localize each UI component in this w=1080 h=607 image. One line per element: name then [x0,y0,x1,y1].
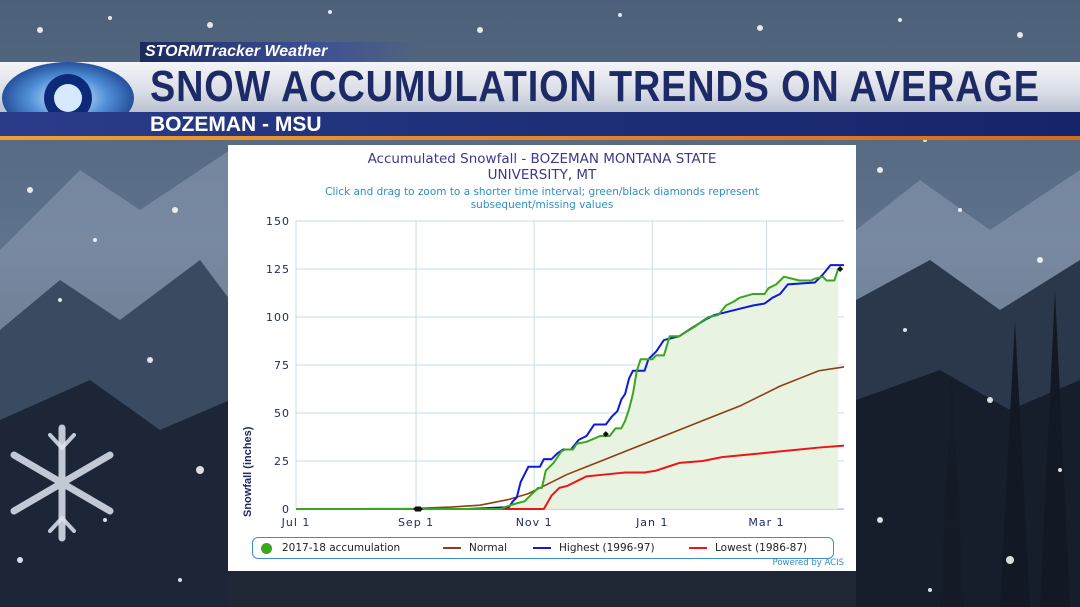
series-line-normal [295,366,845,510]
diamond-marker [837,266,844,272]
x-tick-label: Jan 1 [635,516,668,529]
y-axis-label: Snowfall (inches) [242,426,254,517]
legend-label-lowest: Lowest (1986-87) [715,542,808,554]
x-tick-label: Nov 1 [516,516,553,529]
diamond-marker [602,431,609,438]
y-tick-label: 75 [274,359,290,372]
chart-panel[interactable]: Accumulated Snowfall - BOZEMAN MONTANA S… [228,145,856,571]
diamond-marker [416,506,423,512]
chart-title-line-1: Accumulated Snowfall - BOZEMAN MONTANA S… [367,151,717,167]
snowflake-icon [10,424,114,542]
y-tick-label: 150 [266,215,290,228]
chart-subtitle-line-1: Click and drag to zoom to a shorter time… [325,186,759,198]
page-title: SNOW ACCUMULATION TRENDS ON AVERAGE [150,62,1040,111]
legend-item-highest[interactable]: Highest (1996-97) [533,538,655,558]
accent-divider [0,136,1080,140]
x-tick-label: Mar 1 [748,516,784,529]
series-line-highest [296,264,844,510]
brand-label: STORMTracker Weather [145,43,328,60]
x-tick-label: Jul 1 [281,516,311,529]
x-tick-label: Sep 1 [398,516,434,529]
legend-swatch-highest [533,547,551,549]
legend-label-normal: Normal [469,542,507,554]
snowfall-plot[interactable]: 0 25 50 75 100 125 150 Jul 1 Sep 1 Nov 1 Jan 1 Mar … [228,145,856,535]
legend-label-season: 2017-18 accumulation [282,542,401,554]
y-tick-label: 25 [274,455,290,468]
credits-link[interactable]: Powered by ACIS [772,558,844,568]
title-band [0,62,1080,112]
series-line-lowest [296,444,845,510]
legend-swatch-lowest [689,547,707,549]
y-tick-label: 0 [282,503,290,516]
legend-item-normal[interactable]: Normal [443,538,507,558]
location-subtitle: BOZEMAN - MSU [150,113,322,136]
y-tick-label: 50 [274,407,290,420]
chart-title-line-2: UNIVERSITY, MT [487,167,597,183]
y-tick-label: 100 [266,311,290,324]
legend-swatch-normal [443,547,461,549]
y-tick-label: 125 [266,263,290,276]
season-area-fill [296,269,839,509]
legend-swatch-season [261,542,272,554]
chart-subtitle-line-2: subsequent/missing values [470,199,614,211]
brand-bar [140,42,420,62]
legend-item-season[interactable]: 2017-18 accumulation [261,538,400,558]
legend-item-lowest[interactable]: Lowest (1986-87) [689,538,807,558]
series-line-season [296,268,840,510]
subtitle-band [0,112,1080,137]
legend-label-highest: Highest (1996-97) [559,542,655,554]
chart-legend: 2017-18 accumulation Normal Highest (199… [252,537,834,559]
